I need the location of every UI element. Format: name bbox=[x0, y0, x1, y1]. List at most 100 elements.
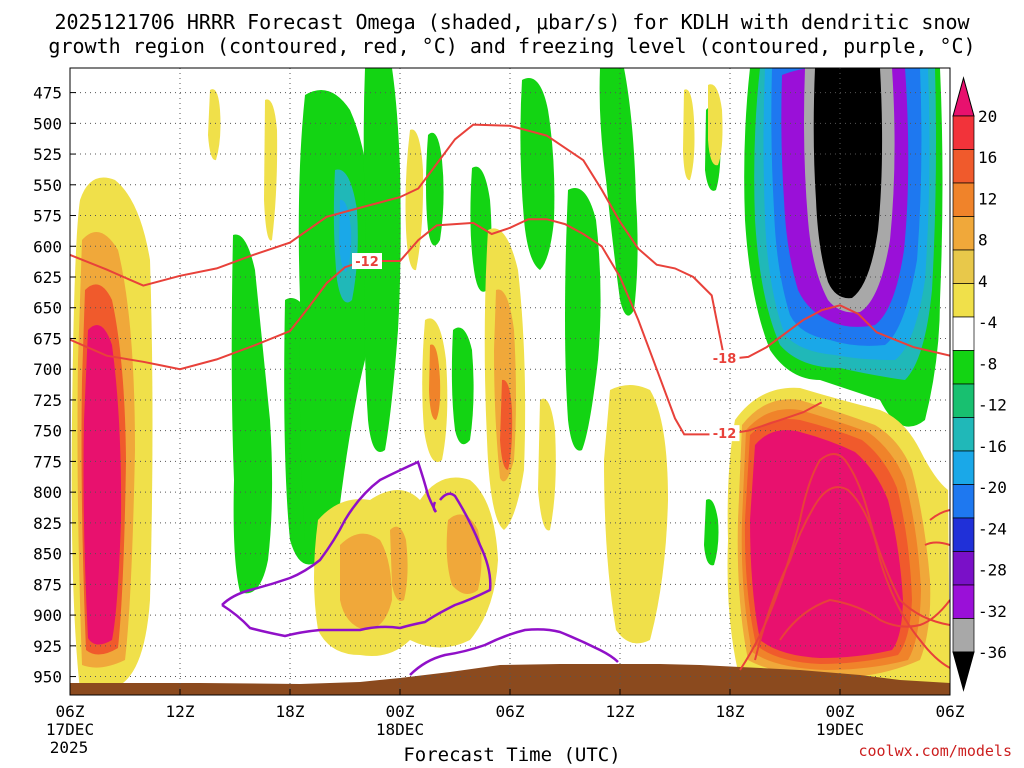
omega-orange-streak-4 bbox=[429, 344, 441, 420]
dgz-contour-a bbox=[70, 123, 950, 361]
freezing-contour-a bbox=[221, 460, 492, 638]
colorbar-swatch bbox=[952, 484, 975, 519]
x-tick-label: 06Z bbox=[936, 702, 965, 721]
contour-label-bg bbox=[352, 253, 382, 270]
colorbar-swatch bbox=[952, 350, 975, 385]
omega-yellow-streak-6 bbox=[538, 398, 556, 531]
omega-red-streak-5 bbox=[500, 379, 513, 470]
colorbar-swatch bbox=[952, 551, 975, 586]
colorbar: 20 16 12 8 4 -4 -8 -12 -16 -20 -24 -28 -32 -36 bbox=[952, 76, 1007, 692]
colorbar-label: -12 bbox=[978, 396, 1007, 415]
x-tick-label: 18Z bbox=[716, 702, 745, 721]
colorbar-label: 20 bbox=[978, 107, 997, 126]
omega-green-col-8 bbox=[520, 78, 555, 270]
omega-right-lower-magenta bbox=[750, 430, 903, 658]
y-tick-label: 850 bbox=[33, 545, 62, 564]
omega-blob-left-magenta bbox=[83, 325, 122, 645]
omega-green-col-5 bbox=[426, 132, 444, 246]
y-tick-label: 650 bbox=[33, 299, 62, 318]
y-tick-label: 725 bbox=[33, 391, 62, 410]
contour-label-bg bbox=[709, 425, 740, 442]
y-tick-label: 700 bbox=[33, 360, 62, 379]
x-tick-label: 06Z bbox=[56, 702, 85, 721]
x-tick-label: 06Z bbox=[496, 702, 525, 721]
y-axis: 475 500 525 550 575 600 625 650 675 700 725 750 775 8… bbox=[33, 84, 76, 687]
omega-green-col-11 bbox=[704, 499, 719, 566]
omega-yellow-streak-1 bbox=[208, 89, 221, 161]
dgz-contour-f bbox=[924, 509, 950, 546]
omega-green-col-7 bbox=[470, 166, 492, 292]
omega-right-black bbox=[813, 68, 883, 299]
colorbar-label: -16 bbox=[978, 437, 1007, 456]
colorbar-swatch bbox=[952, 182, 975, 217]
x-tick-label: 12Z bbox=[606, 702, 635, 721]
omega-orange-cluster-low-3 bbox=[390, 526, 408, 601]
omega-blue-col-3 bbox=[339, 199, 352, 272]
x-tick-date: 19DEC bbox=[816, 720, 864, 739]
colorbar-label: 12 bbox=[978, 189, 997, 208]
dgz-contour-b bbox=[70, 218, 823, 436]
y-tick-label: 925 bbox=[33, 637, 62, 656]
credit-link[interactable]: coolwx.com/models bbox=[858, 742, 1012, 760]
contour-labels: -12 -18 -12 bbox=[352, 253, 740, 442]
colorbar-label: 16 bbox=[978, 148, 997, 167]
omega-orange-cluster-low-2 bbox=[446, 514, 482, 594]
colorbar-swatch bbox=[952, 618, 975, 653]
y-tick-label: 875 bbox=[33, 575, 62, 594]
terrain-ground bbox=[70, 664, 950, 695]
contour-label-bg bbox=[709, 350, 740, 367]
y-tick-label: 625 bbox=[33, 268, 62, 287]
colorbar-swatch bbox=[952, 584, 975, 619]
colorbar-label: -32 bbox=[978, 602, 1007, 621]
omega-yellow-streak-8 bbox=[683, 89, 695, 181]
x-tick-label: 00Z bbox=[826, 702, 855, 721]
y-tick-label: 900 bbox=[33, 606, 62, 625]
contour-label: -18 bbox=[713, 352, 737, 367]
omega-green-col-10 bbox=[599, 68, 638, 316]
colorbar-label: 8 bbox=[978, 231, 988, 250]
colorbar-swatch bbox=[952, 149, 975, 184]
colorbar-swatch bbox=[952, 383, 975, 418]
colorbar-label: -8 bbox=[978, 354, 997, 373]
omega-yellow-streak-9 bbox=[708, 84, 723, 166]
colorbar-swatch bbox=[952, 316, 975, 351]
dgz-contour-e bbox=[779, 598, 950, 641]
y-tick-label: 475 bbox=[33, 84, 62, 103]
colorbar-label: -36 bbox=[978, 643, 1007, 662]
chart-title-line-1: 2025121706 HRRR Forecast Omega (shaded, … bbox=[54, 10, 970, 34]
omega-orange-cluster-low bbox=[340, 533, 392, 630]
y-tick-label: 575 bbox=[33, 207, 62, 226]
omega-green-col-3 bbox=[298, 90, 373, 554]
y-tick-label: 950 bbox=[33, 668, 62, 687]
x-tick-label: 00Z bbox=[386, 702, 415, 721]
omega-green-col-1 bbox=[231, 234, 273, 594]
colorbar-swatch bbox=[952, 450, 975, 485]
colorbar-swatch bbox=[952, 517, 975, 552]
x-tick-date: 18DEC bbox=[376, 720, 424, 739]
freezing-contour-b bbox=[409, 628, 619, 676]
colorbar-swatch bbox=[952, 216, 975, 251]
colorbar-label: -24 bbox=[978, 519, 1007, 538]
y-tick-label: 800 bbox=[33, 483, 62, 502]
colorbar-swatch bbox=[952, 249, 975, 284]
colorbar-label: -4 bbox=[978, 313, 997, 332]
y-tick-label: 750 bbox=[33, 422, 62, 441]
chart-title-line-2: growth region (contoured, red, °C) and f… bbox=[48, 34, 976, 58]
y-tick-label: 525 bbox=[33, 145, 62, 164]
contour-label: -12 bbox=[355, 255, 379, 270]
omega-yellow-streak-3 bbox=[405, 129, 424, 271]
grid-lines bbox=[70, 68, 950, 695]
colorbar-swatch bbox=[952, 115, 975, 150]
y-tick-label: 775 bbox=[33, 452, 62, 471]
y-tick-label: 500 bbox=[33, 114, 62, 133]
colorbar-label: -28 bbox=[978, 561, 1007, 580]
colorbar-swatch bbox=[952, 283, 975, 318]
omega-shading bbox=[70, 68, 950, 695]
dgz-contour-c bbox=[739, 453, 950, 671]
y-tick-label: 825 bbox=[33, 514, 62, 533]
colorbar-label: -20 bbox=[978, 478, 1007, 497]
x-tick-label: 12Z bbox=[166, 702, 195, 721]
colorbar-swatch bbox=[952, 417, 975, 452]
